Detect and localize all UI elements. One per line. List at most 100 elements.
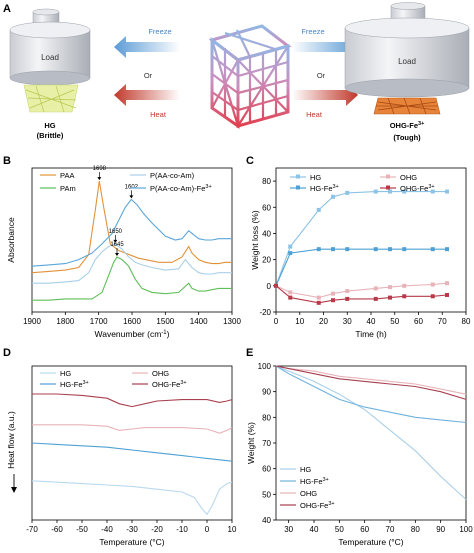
x-tick-label: -60 [51,525,63,534]
data-point [373,189,378,194]
x-tick-label: 10 [228,525,237,534]
y-tick-label: -20 [259,308,271,317]
series-line-1 [31,442,233,462]
data-point [388,295,392,300]
series-line-3 [275,285,448,304]
x-tick-label: 50 [335,525,344,534]
data-point [388,247,392,252]
data-point [316,207,321,212]
data-point [274,283,278,288]
x-axis-label: Time (h) [355,329,386,339]
legend-hg-fe-label: HG-Fe3+ [300,477,329,486]
x-tick-label: 70 [438,317,447,326]
series-line-0 [31,480,233,516]
legend-hg-label: HG [300,465,311,474]
freeze-arrow-left [114,36,180,58]
heat-arrow-right [292,84,358,106]
data-point [402,283,407,288]
series-line-0 [275,365,467,500]
data-point [331,247,335,252]
series-line-3 [275,365,467,400]
hg-load-cylinder [9,8,91,86]
series-line-2 [32,243,232,284]
x-tick-label: 10 [295,317,304,326]
x-tick-label: 20 [319,317,328,326]
x-tick-label: 30 [284,525,293,534]
heat-label-right: Heat [306,110,323,119]
x-tick-label: -20 [151,525,163,534]
data-point [402,247,407,252]
ohg-tough-label: (Tough) [393,133,421,142]
x-tick-label: 100 [459,525,473,534]
peak-label: 1645 [110,242,124,248]
data-point [445,189,449,194]
x-tick-label: -70 [26,525,38,534]
data-point [402,189,407,194]
x-tick-label: 0 [274,317,279,326]
data-point [331,291,335,296]
y-axis-label: Absorbance [6,217,16,263]
legend-paa-co-am-fe-label: P(AA-co-Am)-Fe3+ [150,184,212,193]
y-tick-label: 40 [262,229,271,238]
legend-ohg-fe-label: OHG-Fe3+ [152,380,187,389]
x-tick-label: 40 [367,317,376,326]
peak-arrowhead [113,239,118,243]
legend-ohg-marker [386,174,390,179]
data-point [331,298,335,303]
lattice-cube [208,24,292,129]
data-point [288,290,293,295]
y-tick-label: 60 [262,203,271,212]
legend-hg-label: HG [310,173,321,182]
x-tick-label: -40 [101,525,113,534]
series-line-2 [275,282,448,299]
y-tick-label: 40 [262,516,271,525]
data-point [288,244,293,249]
x-tick-label: 0 [205,525,210,534]
hg-label: HG [44,121,55,130]
x-tick-label: 40 [310,525,319,534]
data-point [445,281,449,286]
data-point [316,295,321,300]
x-axis-label: Temperature (°C) [338,537,403,547]
freeze-label-left: Freeze [148,27,171,36]
panel-b-ftir-chart: B190018001700160015001400130016981602165… [3,155,241,339]
legend-ohg-fe-label: OHG-Fe3+ [300,501,335,510]
heat-label-left: Heat [150,110,167,119]
x-tick-label: 80 [462,317,471,326]
x-axis-label: Temperature (°C) [99,537,164,547]
data-point [373,247,378,252]
legend-hg-fe-marker [296,185,300,190]
hg-brittle-label: (Brittle) [37,131,64,140]
x-tick-label: 1600 [123,317,141,326]
x-tick-label: 50 [390,317,399,326]
x-tick-label: 30 [343,317,352,326]
panel-e-tga-chart: E 30 40 50 60 70 80 90 100 40 50 60 70 80 90 100 Weight … [246,347,473,547]
x-tick-label: 1300 [223,317,241,326]
peak-arrowhead [129,195,134,199]
panel-letter-a: A [3,3,11,15]
data-point [288,251,293,256]
hg-gel-network [23,84,79,113]
x-tick-label: 60 [414,317,423,326]
x-tick-label: 1400 [190,317,208,326]
x-tick-label: 1700 [90,317,108,326]
x-tick-label: 90 [436,525,445,534]
y-tick-label: 100 [258,362,272,371]
y-tick-label: 70 [262,439,271,448]
data-point [316,300,321,305]
series-line-3 [31,198,232,267]
data-point [316,247,321,252]
legend-ohg-label: OHG [400,173,417,182]
y-tick-label: 80 [262,413,271,422]
data-point [388,189,392,194]
panel-letter: B [3,155,11,167]
x-tick-label: 70 [386,525,395,534]
peak-label: 1698 [93,166,107,172]
or-label-right: Or [317,71,326,80]
panel-d-dsc-chart: D -70 -60 -50 -40 -30 -20 -10 0 10 Heat flow (a.u.… [3,347,237,547]
series-line-0 [275,191,447,286]
data-point [331,194,335,199]
series-line-2 [32,424,233,434]
